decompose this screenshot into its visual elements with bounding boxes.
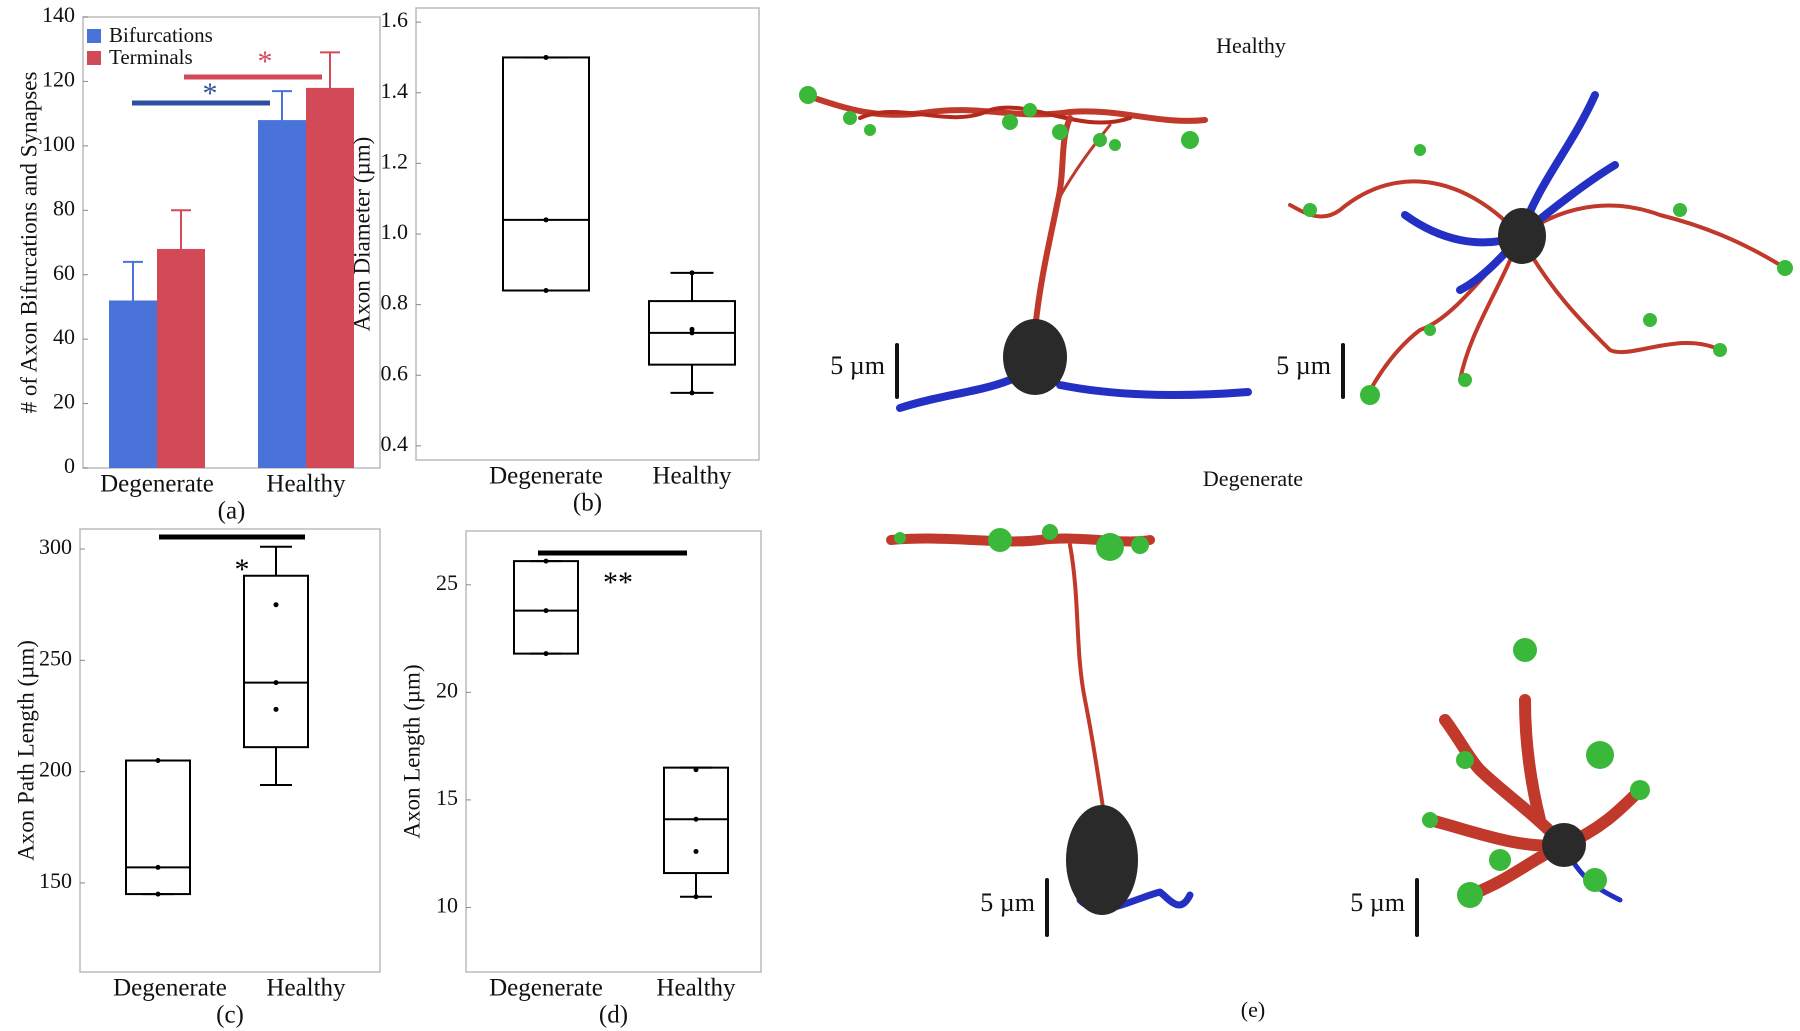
x-tick-label: Degenerate: [489, 463, 603, 490]
caption: (e): [1241, 997, 1265, 1022]
y-tick-label: 1.2: [381, 148, 409, 173]
data-point: [273, 680, 279, 686]
data-point: [543, 651, 549, 657]
data-point: [155, 891, 161, 897]
legend-label: Bifurcations: [109, 23, 213, 47]
legend-swatch: [87, 51, 101, 65]
y-tick-label: 0.4: [381, 431, 409, 456]
group-label: Degenerate: [1203, 466, 1303, 491]
y-tick-label: 0.6: [381, 360, 409, 385]
caption: (d): [599, 1002, 628, 1029]
data-point: [543, 288, 549, 293]
box: [243, 574, 309, 749]
y-tick-label: 20: [53, 389, 75, 414]
y-tick-label: 100: [42, 131, 75, 156]
error-bar: [272, 90, 292, 151]
y-tick-label: 250: [39, 645, 72, 670]
data-point: [689, 326, 695, 332]
data-point: [693, 894, 699, 900]
data-point: [689, 330, 695, 336]
caption: (c): [216, 1002, 244, 1029]
data-point: [689, 390, 695, 396]
y-tick-label: 1.6: [381, 7, 409, 32]
scale-label: 5 µm: [980, 888, 1035, 917]
x-tick-label: Healthy: [652, 463, 732, 490]
y-tick-label: 60: [53, 260, 75, 285]
neuron-degenerate-side: [886, 524, 1194, 915]
neuron-renders: [799, 86, 1793, 937]
y-axis-label: Axon Length (µm): [399, 664, 424, 838]
neuron-degenerate-top: [1422, 638, 1650, 908]
y-tick-label: 1.0: [381, 219, 409, 244]
y-tick-label: 200: [39, 757, 72, 782]
box: [513, 560, 579, 655]
error-bar: [123, 260, 143, 341]
scale-label: 5 µm: [830, 351, 885, 380]
error-bar: [171, 209, 191, 289]
plot-frame: [79, 528, 381, 973]
data-point: [689, 270, 695, 276]
significance-label: *: [203, 77, 218, 110]
y-tick-label: 25: [436, 570, 458, 595]
plot-frame: [465, 530, 762, 973]
x-tick-label: Degenerate: [100, 471, 214, 498]
group-label: Healthy: [1216, 33, 1286, 58]
data-point: [543, 54, 549, 60]
y-tick-label: 150: [39, 868, 72, 893]
data-point: [693, 767, 699, 773]
data-point: [543, 217, 549, 223]
neuron-healthy-top: [1288, 91, 1793, 405]
y-tick-label: 20: [436, 677, 458, 702]
y-tick-label: 140: [42, 2, 75, 27]
data-point: [543, 608, 549, 614]
y-tick-label: 10: [436, 893, 458, 918]
y-axis-label: # of Axon Bifurcations and Synapses: [16, 72, 41, 414]
y-axis-label: Axon Path Length (µm): [13, 640, 38, 861]
data-point: [155, 758, 161, 764]
legend-label: Terminals: [109, 45, 193, 69]
bar: [306, 87, 354, 468]
error-bar: [320, 51, 340, 125]
data-point: [273, 706, 279, 712]
bar: [258, 120, 306, 468]
box: [125, 759, 191, 896]
y-tick-label: 1.4: [381, 78, 409, 103]
y-tick-label: 15: [436, 785, 458, 810]
caption: (a): [218, 498, 246, 525]
y-axis-label: Axon Diameter (µm): [349, 137, 374, 332]
data-point: [273, 602, 279, 608]
scale-bars: [895, 343, 1419, 937]
data-point: [543, 558, 549, 564]
y-tick-label: 300: [39, 534, 72, 559]
legend-swatch: [87, 29, 101, 43]
caption: (b): [573, 490, 602, 517]
y-tick-label: 80: [53, 195, 75, 220]
scale-label: 5 µm: [1276, 351, 1331, 380]
y-tick-label: 0.8: [381, 290, 409, 315]
x-tick-label: Degenerate: [489, 975, 603, 1002]
box: [502, 56, 590, 292]
data-point: [155, 864, 161, 870]
y-tick-label: 0: [64, 453, 75, 478]
data-point: [693, 816, 699, 822]
plot-frame: [82, 16, 381, 469]
significance-label: *: [235, 553, 250, 586]
x-tick-label: Healthy: [266, 471, 346, 498]
significance-label: **: [603, 566, 633, 599]
y-tick-label: 120: [42, 66, 75, 91]
x-tick-label: Healthy: [266, 975, 346, 1002]
y-tick-label: 40: [53, 324, 75, 349]
x-tick-label: Healthy: [656, 975, 736, 1002]
data-point: [693, 849, 699, 855]
significance-label: *: [258, 45, 273, 78]
scale-label: 5 µm: [1350, 888, 1405, 917]
x-tick-label: Degenerate: [113, 975, 227, 1002]
neuron-healthy-side: [799, 86, 1252, 412]
